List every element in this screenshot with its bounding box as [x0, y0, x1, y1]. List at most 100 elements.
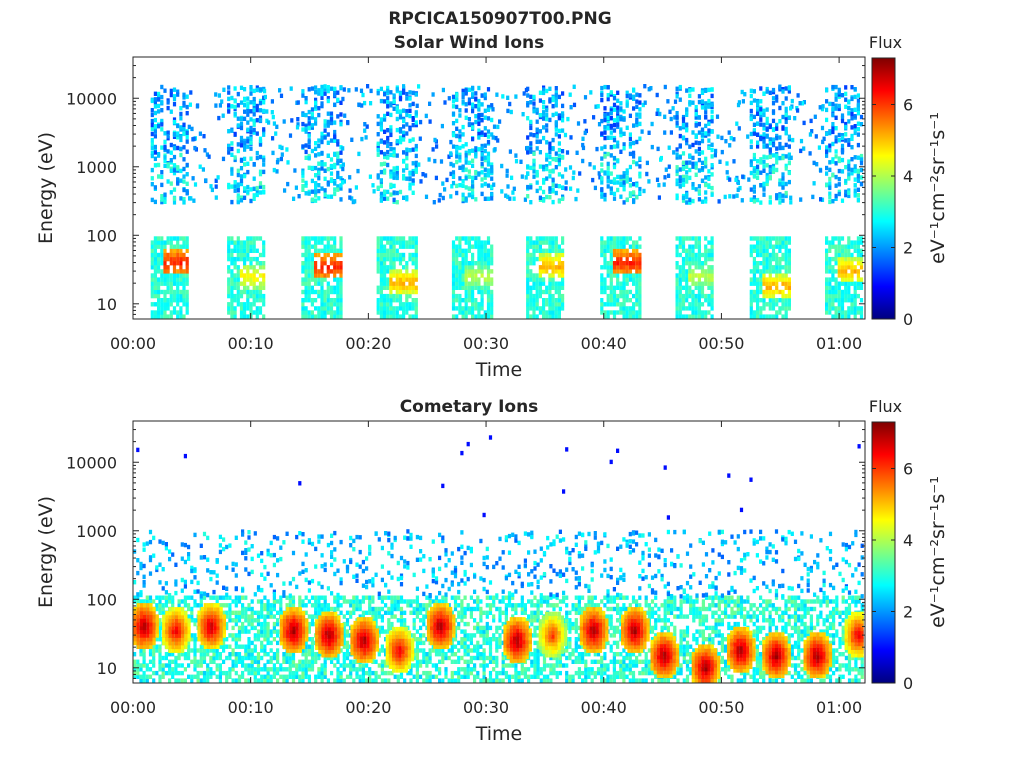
- heatmap-cell: [766, 89, 769, 93]
- heatmap-cell: [389, 310, 392, 314]
- heatmap-cell: [613, 253, 616, 257]
- heatmap-cell: [762, 261, 765, 265]
- heatmap-cell: [487, 87, 490, 91]
- heatmap-cell: [682, 294, 685, 298]
- heatmap-cell: [305, 240, 308, 244]
- heatmap-cell: [173, 249, 176, 253]
- heatmap-cell: [762, 290, 765, 294]
- heatmap-cell: [561, 185, 564, 189]
- heatmap-cell: [769, 141, 772, 145]
- heatmap-cell: [691, 277, 694, 281]
- heatmap-cell: [785, 154, 788, 158]
- figure-title: RPCICA150907T00.PNG: [388, 9, 611, 29]
- heatmap-cell: [393, 107, 396, 111]
- heatmap-cell: [685, 113, 688, 117]
- heatmap-cell: [685, 128, 688, 132]
- heatmap-cell: [759, 99, 762, 103]
- heatmap-cell: [638, 236, 641, 240]
- heatmap-cell: [327, 269, 330, 273]
- heatmap-cell: [405, 269, 408, 273]
- heatmap-cell: [756, 133, 759, 137]
- heatmap-cell: [143, 660, 146, 664]
- heatmap-cell: [249, 199, 252, 203]
- heatmap-cell: [380, 117, 383, 121]
- heatmap-cell: [772, 153, 775, 157]
- heatmap-cell: [704, 161, 707, 165]
- heatmap-cell: [311, 112, 314, 116]
- heatmap-cell: [698, 189, 701, 193]
- heatmap-cell: [455, 265, 458, 269]
- heatmap-cell: [532, 273, 535, 277]
- heatmap-cell: [600, 265, 603, 269]
- heatmap-cell: [412, 191, 415, 195]
- heatmap-cell: [626, 314, 629, 318]
- heatmap-cell: [283, 188, 286, 192]
- heatmap-cell: [455, 257, 458, 261]
- heatmap-cell: [600, 176, 603, 180]
- heatmap-cell: [333, 187, 336, 191]
- heatmap-cell: [860, 282, 863, 286]
- heatmap-cell: [785, 253, 788, 257]
- heatmap-cell: [555, 298, 558, 302]
- heatmap-cell: [314, 245, 317, 249]
- heatmap-cell: [396, 310, 399, 314]
- heatmap-cell: [676, 314, 679, 318]
- heatmap-cell: [184, 596, 187, 600]
- heatmap-cell: [471, 261, 474, 265]
- heatmap-cell: [506, 184, 509, 188]
- heatmap-cell: [561, 302, 564, 306]
- heatmap-cell: [259, 261, 262, 265]
- heatmap-cell: [785, 273, 788, 277]
- heatmap-cell: [838, 298, 841, 302]
- heatmap-cell: [160, 290, 163, 294]
- heatmap-cell: [759, 137, 762, 141]
- heatmap-cell: [545, 265, 548, 269]
- heatmap-cell: [455, 93, 458, 97]
- heatmap-cell: [613, 123, 616, 127]
- heatmap-cell: [336, 282, 339, 286]
- heatmap-cell: [850, 85, 853, 89]
- heatmap-cell: [769, 245, 772, 249]
- heatmap-cell: [828, 294, 831, 298]
- heatmap-cell: [377, 186, 380, 190]
- heatmap-cell: [167, 179, 170, 183]
- heatmap-cell: [555, 253, 558, 257]
- heatmap-cell: [487, 152, 490, 156]
- heatmap-cell: [405, 306, 408, 310]
- heatmap-cell: [458, 306, 461, 310]
- heatmap-cell: [720, 136, 723, 140]
- heatmap-cell: [339, 306, 342, 310]
- heatmap-cell: [545, 153, 548, 157]
- heatmap-cell: [246, 306, 249, 310]
- heatmap-cell: [468, 273, 471, 277]
- heatmap-cell: [788, 269, 791, 273]
- heatmap-cell: [850, 116, 853, 120]
- heatmap-cell: [246, 286, 249, 290]
- heatmap-cell: [386, 265, 389, 269]
- heatmap-cell: [222, 114, 225, 118]
- heatmap-cell: [635, 273, 638, 277]
- heatmap-cell: [785, 286, 788, 290]
- heatmap-cell: [184, 580, 187, 584]
- heatmap-cell: [648, 131, 651, 135]
- heatmap-cell: [526, 314, 529, 318]
- heatmap-cell: [182, 179, 185, 183]
- heatmap-cell: [377, 269, 380, 273]
- heatmap-cell: [704, 199, 707, 203]
- heatmap-cell: [785, 236, 788, 240]
- heatmap-cell: [170, 298, 173, 302]
- heatmap-cell: [160, 298, 163, 302]
- heatmap-cell: [759, 310, 762, 314]
- heatmap-cell: [854, 294, 857, 298]
- heatmap-cell: [701, 133, 704, 137]
- heatmap-cell: [753, 290, 756, 294]
- heatmap-cell: [814, 115, 817, 119]
- heatmap-cell: [688, 306, 691, 310]
- heatmap-cell: [234, 277, 237, 281]
- heatmap-cell: [623, 146, 626, 150]
- heatmap-cell: [635, 269, 638, 273]
- heatmap-cell: [167, 277, 170, 281]
- heatmap-cell: [262, 261, 265, 265]
- heatmap-cell: [490, 310, 493, 314]
- heatmap-cell: [781, 176, 784, 180]
